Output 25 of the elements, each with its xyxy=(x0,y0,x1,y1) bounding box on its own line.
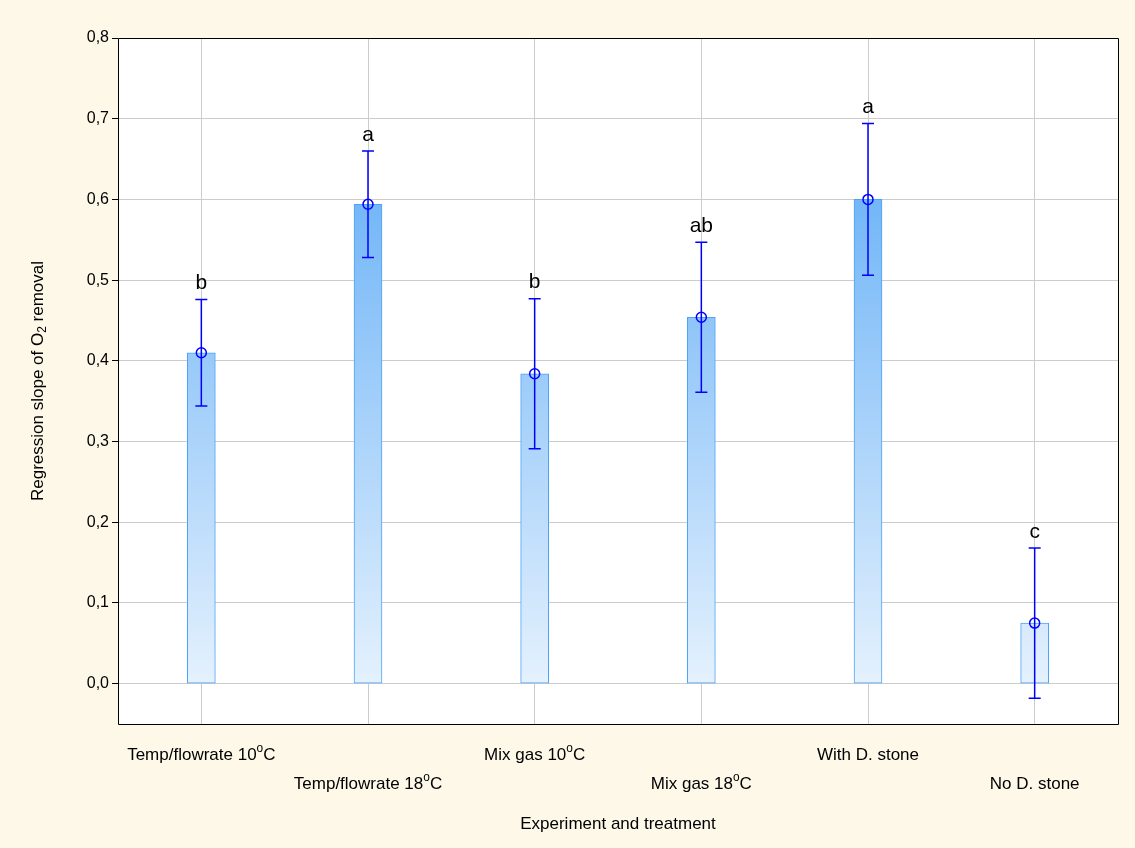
annotation: ab xyxy=(689,212,714,236)
y-tick-label: 0,2 xyxy=(86,512,110,530)
x-tick-label: With D. stone xyxy=(816,744,920,764)
point xyxy=(862,193,874,206)
y-axis-title: Regression slope of O2 removal xyxy=(27,261,50,501)
x-axis-title: Experiment and treatment xyxy=(520,813,717,833)
point xyxy=(695,311,708,323)
y-tick-label: 0,0 xyxy=(86,674,110,692)
annotation: b xyxy=(195,270,208,294)
y-tick-label: 0,1 xyxy=(86,593,110,611)
annotation: a xyxy=(362,121,375,145)
y-tick-label: 0,6 xyxy=(86,189,110,207)
x-tick-label: No D. stone xyxy=(989,773,1080,793)
point xyxy=(362,198,374,210)
y-tick-label: 0,3 xyxy=(86,431,110,449)
y-tick-label: 0,5 xyxy=(86,270,110,288)
point xyxy=(195,347,208,359)
y-tick-label: 0,8 xyxy=(86,28,110,46)
point xyxy=(1028,617,1041,629)
annotation: b xyxy=(528,269,541,293)
annotation: a xyxy=(862,94,875,118)
point xyxy=(528,367,541,380)
y-tick-label: 0,7 xyxy=(86,109,110,127)
y-tick-label: 0,4 xyxy=(86,351,110,369)
annotation: c xyxy=(1029,518,1040,542)
